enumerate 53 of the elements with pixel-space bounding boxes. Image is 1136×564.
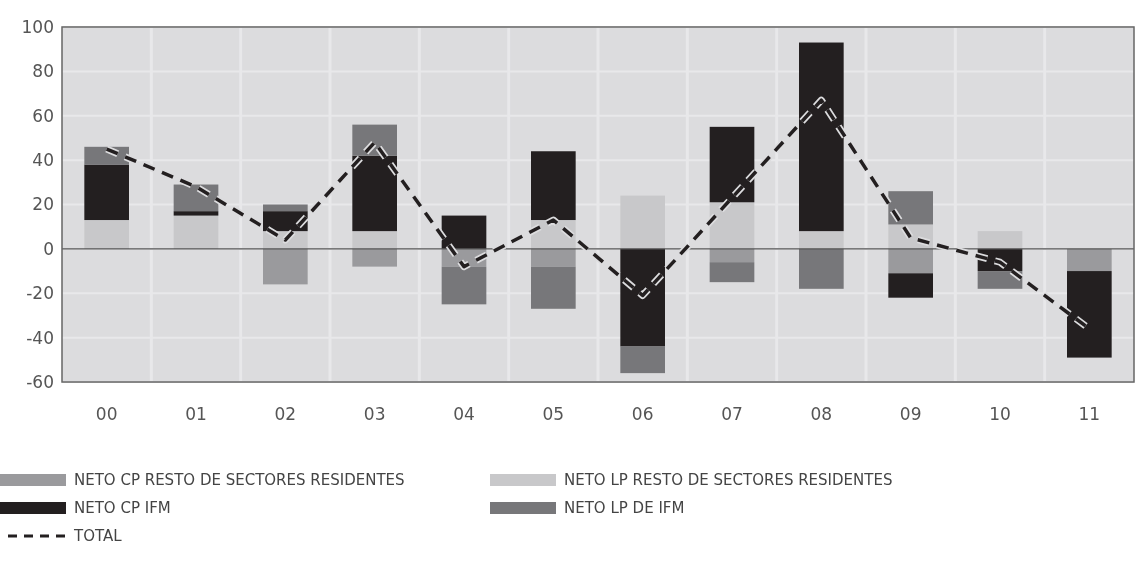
x-tick-label: 02 [274, 404, 297, 424]
x-tick-label: 08 [810, 404, 833, 424]
bar [977, 271, 1023, 289]
bar [709, 126, 755, 203]
bar [531, 266, 576, 309]
legend-label: NETO CP IFM [74, 499, 171, 518]
bar [263, 248, 308, 285]
y-tick-label: 40 [32, 150, 54, 171]
y-tick-label: -20 [26, 283, 54, 304]
bar [709, 262, 755, 283]
x-tick-label: 10 [989, 404, 1011, 424]
bar [799, 231, 844, 249]
legend-label: NETO LP RESTO DE SECTORES RESIDENTES [564, 471, 893, 490]
bar [84, 164, 129, 221]
bar [173, 211, 219, 216]
bar [263, 204, 308, 212]
bar [352, 155, 397, 232]
bar [1067, 248, 1112, 272]
y-tick-label: 60 [32, 105, 54, 126]
bar [977, 231, 1023, 249]
bar [620, 195, 665, 249]
bar [620, 346, 665, 374]
legend-label: TOTAL [73, 527, 123, 546]
x-tick-label: 04 [453, 404, 475, 424]
bar [709, 202, 755, 249]
y-tick-label: 100 [21, 16, 54, 37]
bar [352, 248, 397, 267]
x-tick-label: 05 [542, 404, 565, 424]
bar [531, 151, 576, 221]
bar [531, 248, 576, 267]
bar [888, 248, 933, 274]
legend-label: NETO CP RESTO DE SECTORES RESIDENTES [74, 471, 405, 490]
bar [173, 215, 219, 249]
bar [441, 266, 487, 305]
y-tick-label: -40 [26, 327, 54, 348]
x-tick-label: 06 [631, 404, 654, 424]
y-tick-label: -60 [26, 371, 54, 392]
x-tick-label: 03 [363, 404, 386, 424]
x-tick-label: 11 [1078, 404, 1101, 424]
bar [888, 191, 933, 225]
x-tick-label: 00 [95, 404, 118, 424]
x-tick-label: 09 [899, 404, 922, 424]
y-tick-label: 80 [32, 61, 54, 82]
x-tick-label: 07 [721, 404, 743, 424]
bar [799, 248, 844, 289]
y-tick-label: 0 [43, 238, 54, 259]
y-tick-label: 20 [32, 194, 54, 215]
legend-label: NETO LP DE IFM [564, 499, 685, 518]
bar [84, 220, 129, 249]
bar [441, 215, 487, 249]
x-tick-label: 01 [185, 404, 207, 424]
bar [352, 231, 397, 249]
bar [888, 273, 933, 298]
